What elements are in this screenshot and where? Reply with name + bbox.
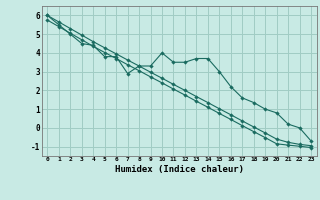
X-axis label: Humidex (Indice chaleur): Humidex (Indice chaleur) [115,165,244,174]
